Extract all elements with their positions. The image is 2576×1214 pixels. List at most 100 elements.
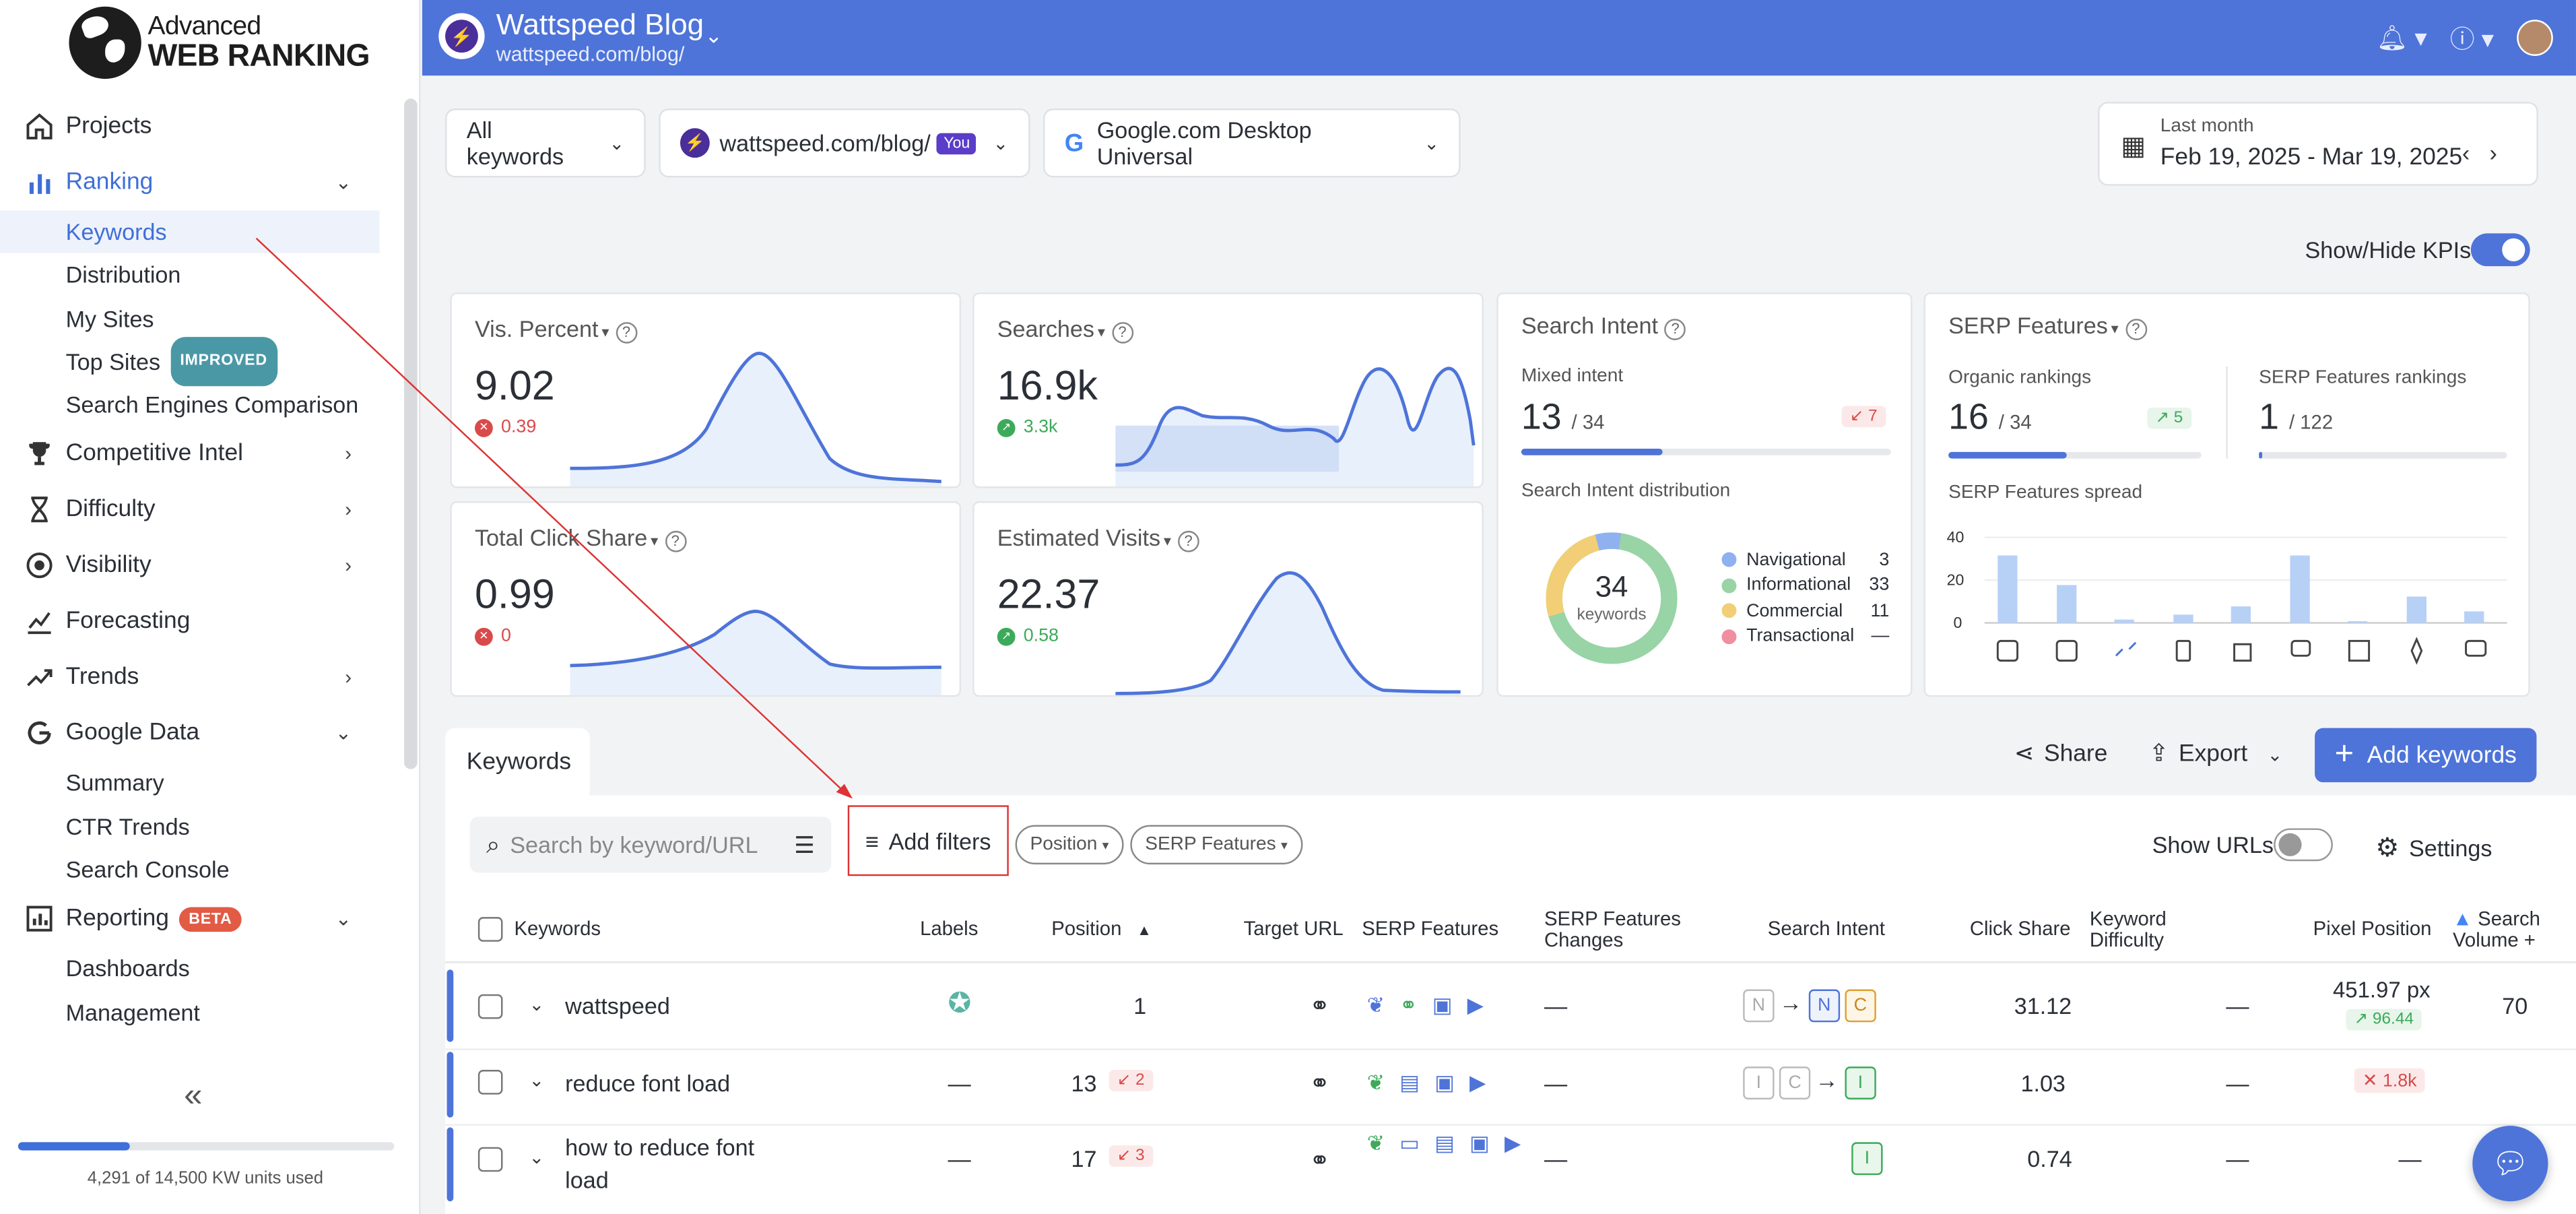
serp-features-card: SERP Features ▾? Organic rankings 16 / 34… — [1923, 292, 2530, 697]
select-all-checkbox[interactable] — [477, 917, 503, 942]
show-urls-toggle[interactable] — [2274, 828, 2333, 862]
col-keyword-difficulty[interactable]: Keyword Difficulty — [2089, 907, 2167, 951]
legend-navigational: Navigational 3 — [1721, 547, 1889, 573]
export-button[interactable]: ⇪ Export ⌄ — [2148, 741, 2283, 768]
tab-keywords[interactable]: Keywords — [445, 728, 590, 798]
serp-spread-chart: 40 20 0 — [1947, 528, 2507, 665]
row-checkbox[interactable] — [477, 994, 503, 1019]
col-serp-features[interactable]: SERP Features — [1362, 917, 1499, 940]
sidebar-subitem-summary[interactable]: Summary — [65, 769, 164, 796]
col-keywords[interactable]: Keywords — [514, 917, 601, 940]
col-position[interactable]: Position ▲ — [1051, 917, 1152, 940]
row-checkbox[interactable] — [477, 1147, 503, 1172]
share-button[interactable]: ⋖ Share — [2014, 741, 2108, 768]
sidebar-item-ranking[interactable]: Ranking ⌄ — [0, 154, 394, 210]
link-icon[interactable]: ⚭ — [1309, 1070, 1330, 1098]
row-position: 13 — [1071, 1070, 1097, 1097]
col-search-intent[interactable]: Search Intent — [1767, 917, 1885, 940]
site-dropdown[interactable]: ⚡ wattspeed.com/blog/ You ⌄ — [659, 108, 1030, 178]
review-icon: ▤ — [1434, 1130, 1455, 1155]
row-keyword[interactable]: how to reduce font load — [565, 1134, 755, 1194]
trend-icon — [23, 662, 56, 695]
col-target-url[interactable]: Target URL — [1243, 917, 1344, 940]
svg-text:40: 40 — [1947, 528, 1964, 546]
position-delta-badge: ↙ 2 — [1109, 1070, 1153, 1091]
sidebar-item-google-data[interactable]: Google Data ⌄ — [0, 706, 394, 762]
improved-badge: IMPROVED — [170, 336, 277, 387]
sidebar-subitem-dashboards[interactable]: Dashboards — [65, 955, 190, 982]
sidebar-item-difficulty[interactable]: Difficulty › — [0, 482, 394, 538]
home-icon — [23, 110, 56, 143]
sidebar-subitem-distribution[interactable]: Distribution — [65, 261, 181, 288]
chevron-down-icon[interactable]: ⌄ — [704, 23, 723, 48]
vis-sparkline — [570, 352, 942, 487]
row-serp-features: ❦ ▤ ▣ ▶ — [1367, 1070, 1486, 1096]
chat-icon[interactable]: 💬︎ — [2472, 1125, 2548, 1202]
search-intent-card: Search Intent? Mixed intent 13 / 34 ↙ 7 … — [1496, 292, 1913, 697]
sidebar-scrollbar[interactable] — [404, 98, 418, 769]
collapse-sidebar-icon[interactable]: « — [184, 1078, 203, 1114]
svg-text:0: 0 — [1953, 614, 1962, 631]
kpi-estimated-visits: Estimated Visits ▾? 22.37 ↗ 0.58 — [972, 501, 1484, 697]
keywords-dropdown[interactable]: All keywords ⌄ — [445, 108, 646, 178]
sidebar-subitem-search-console[interactable]: Search Console — [65, 856, 230, 883]
col-serp-changes[interactable]: SERP Features Changes — [1544, 907, 1681, 951]
row-click-share: 31.12 — [2014, 992, 2072, 1019]
project-title[interactable]: Wattspeed Blog — [496, 8, 704, 41]
row-keyword[interactable]: wattspeed — [565, 992, 670, 1019]
date-prev-next-icon[interactable]: ‹› — [2462, 139, 2517, 166]
row-checkbox[interactable] — [477, 1070, 503, 1095]
bell-icon[interactable]: 🔔︎ ▾ — [2376, 24, 2427, 53]
chevron-right-icon: › — [345, 443, 352, 466]
help-icon: ? — [1664, 319, 1686, 340]
position-filter-chip[interactable]: Position ▾ — [1015, 825, 1124, 865]
kpi-toggle[interactable] — [2470, 233, 2530, 267]
beta-badge: BETA — [178, 907, 242, 932]
add-filters-button[interactable]: ≡ Add filters — [847, 805, 1009, 876]
date-range-picker[interactable]: ▦ Last month Feb 19, 2025 - Mar 19, 2025… — [2098, 102, 2538, 186]
link-icon[interactable]: ⚭ — [1309, 992, 1330, 1021]
google-icon — [23, 717, 56, 750]
chevron-down-icon: ⌄ — [335, 170, 352, 194]
row-intent: I — [1851, 1142, 1888, 1176]
add-keywords-button[interactable]: + Add keywords — [2315, 728, 2537, 783]
col-labels[interactable]: Labels — [920, 917, 979, 940]
avatar[interactable] — [2517, 20, 2553, 56]
col-pixel-position[interactable]: Pixel Position — [2313, 917, 2432, 940]
export-icon: ⇪ — [2148, 741, 2169, 768]
sidebar-subitem-management[interactable]: Management — [65, 998, 200, 1025]
col-search-volume[interactable]: ▲ Search Volume + — [2453, 907, 2540, 951]
position-delta-badge: ↙ 3 — [1109, 1145, 1153, 1167]
calendar-icon: ▦ — [2121, 133, 2146, 162]
sidebar-item-competitive-intel[interactable]: Competitive Intel › — [0, 426, 394, 482]
kpi-toggle-label: Show/Hide KPIs — [2305, 236, 2472, 263]
sidebar-item-trends[interactable]: Trends › — [0, 650, 394, 706]
col-click-share[interactable]: Click Share — [1969, 917, 2071, 940]
leaf-icon: ❦ — [1366, 1070, 1385, 1095]
project-avatar-icon[interactable]: ⚡ — [438, 13, 485, 59]
sidebar-subitem-search-engines-comparison[interactable]: Search Engines Comparison — [65, 391, 359, 418]
sidebar-item-visibility[interactable]: Visibility › — [0, 538, 394, 594]
sidebar-subitem-top-sites[interactable]: Top Sites IMPROVED — [0, 336, 394, 387]
settings-button[interactable]: ⚙ Settings — [2375, 831, 2492, 864]
sidebar-subitem-keywords[interactable]: Keywords — [0, 210, 380, 254]
serp-features-filter-chip[interactable]: SERP Features ▾ — [1130, 825, 1302, 865]
sidebar-item-forecasting[interactable]: Forecasting — [0, 594, 394, 650]
row-keyword[interactable]: reduce font load — [565, 1070, 731, 1097]
search-engine-dropdown[interactable]: G Google.com Desktop Universal ⌄ — [1043, 108, 1461, 178]
link-icon[interactable]: ⚭ — [1309, 1147, 1330, 1176]
sidebar-item-projects[interactable]: Projects — [0, 98, 394, 154]
click-share-sparkline — [570, 610, 942, 695]
sidebar-item-reporting[interactable]: Reporting BETA ⌄ — [0, 891, 394, 947]
expand-row-icon[interactable]: ⌄ — [529, 1149, 544, 1169]
visibility-icon — [23, 550, 56, 583]
search-icon: ⌕ — [486, 831, 500, 859]
search-input[interactable]: ⌕ Search by keyword/URL ☰ — [469, 817, 832, 873]
expand-row-icon[interactable]: ⌄ — [529, 996, 544, 1016]
intent-donut-chart — [1546, 532, 1678, 664]
help-icon[interactable]: ⓘ ▾ — [2449, 25, 2495, 54]
sidebar-subitem-my-sites[interactable]: My Sites — [65, 305, 154, 331]
logo[interactable]: Advanced WEB RANKING — [69, 6, 370, 79]
expand-row-icon[interactable]: ⌄ — [529, 1071, 544, 1091]
sidebar-subitem-ctr-trends[interactable]: CTR Trends — [65, 812, 190, 839]
